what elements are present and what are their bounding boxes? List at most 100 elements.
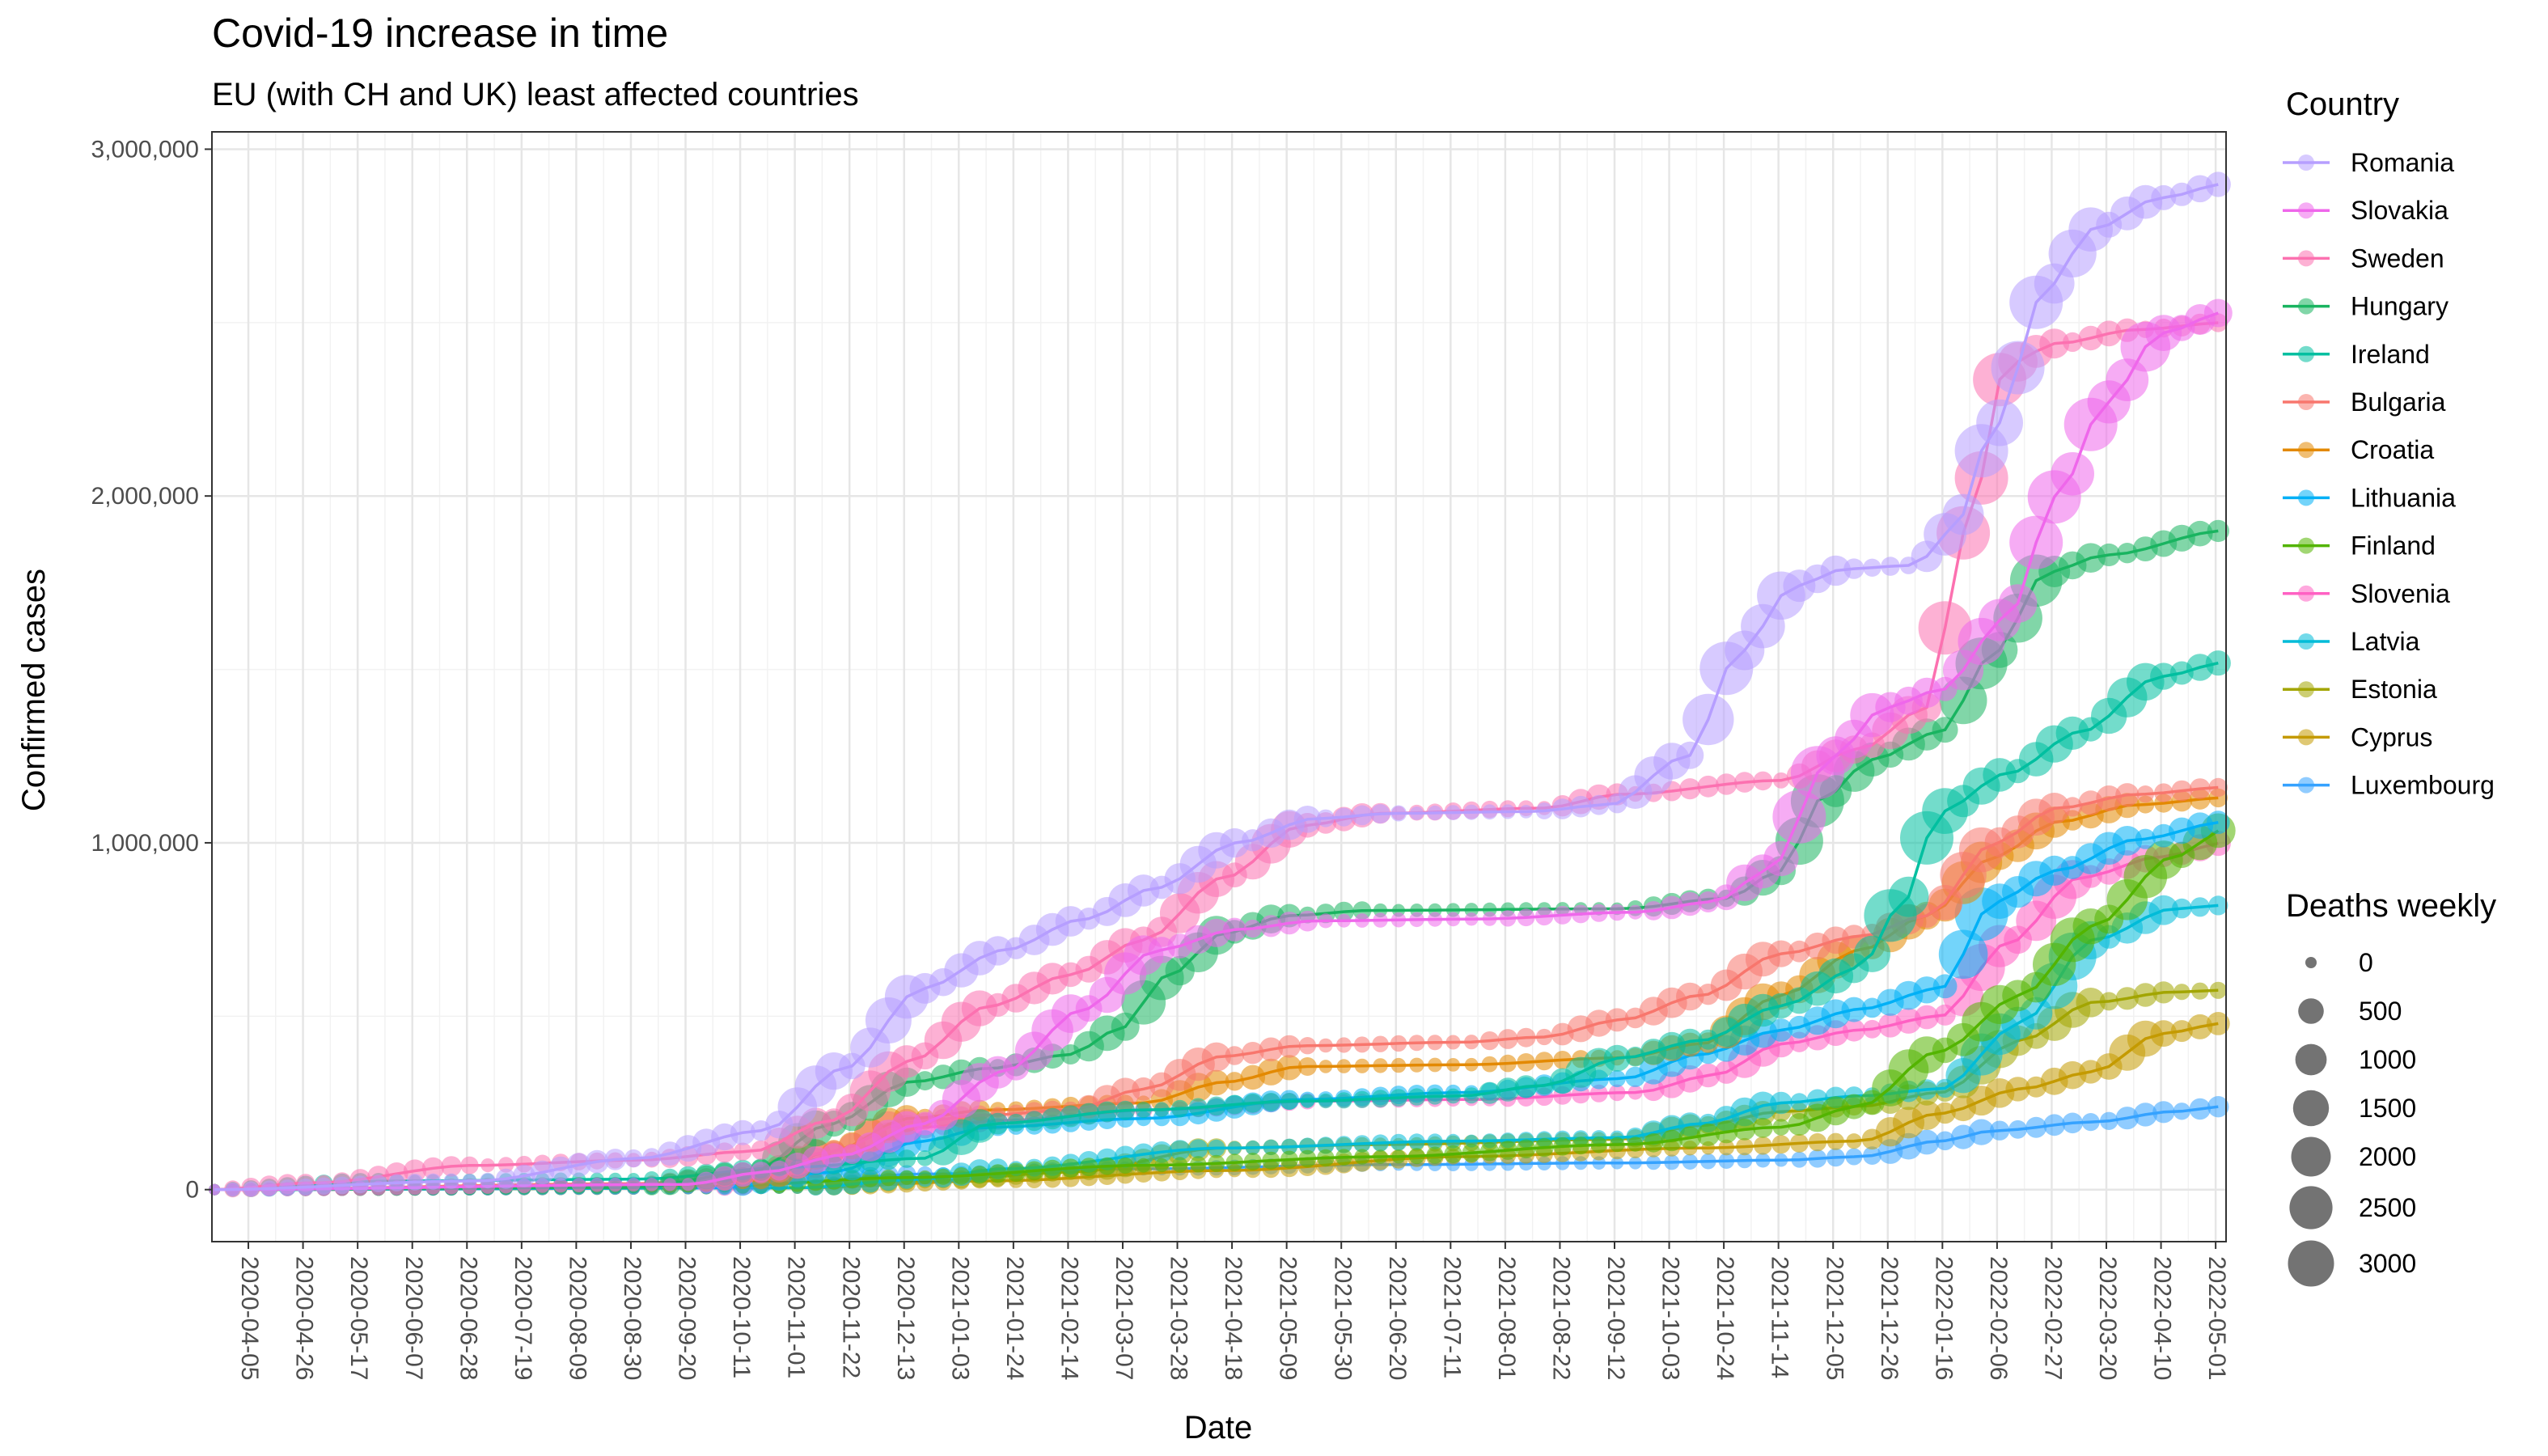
data-point (315, 1177, 333, 1196)
data-point (1628, 1156, 1642, 1170)
data-point (1605, 1008, 1629, 1032)
color-legend: Romania Slovakia Sweden Hungary Ireland Bulga… (2283, 148, 2495, 800)
data-point (1300, 1094, 1315, 1109)
data-point (1355, 913, 1369, 928)
data-point (1060, 1105, 1082, 1128)
data-point (1661, 1129, 1682, 1152)
legend-item-lithuania: Lithuania (2283, 483, 2456, 512)
data-point (1316, 809, 1335, 827)
x-tick-label: 2020-06-28 (455, 1256, 481, 1380)
data-point (1627, 1085, 1643, 1100)
size-legend-item: 3000 (2288, 1240, 2416, 1287)
data-point (425, 1173, 442, 1190)
data-point (370, 1175, 387, 1192)
data-point (1989, 1120, 2010, 1141)
data-point (897, 1149, 916, 1168)
data-point (1280, 1093, 1298, 1111)
data-point (1843, 1018, 1865, 1042)
data-point (2173, 1103, 2190, 1120)
data-point (1863, 558, 1881, 577)
data-point (1154, 1158, 1169, 1173)
data-point (1132, 1143, 1155, 1166)
legend-label: Hungary (2351, 292, 2449, 321)
legend-key-dot (2298, 633, 2314, 650)
y-tick-label: 3,000,000 (91, 136, 199, 163)
legend-label: Bulgaria (2351, 387, 2446, 417)
legend-item-finland: Finland (2283, 531, 2436, 561)
data-point (480, 1172, 496, 1189)
data-point (333, 1176, 351, 1195)
legend-key-dot (2298, 202, 2314, 219)
data-point (1770, 1091, 1792, 1115)
data-point (1409, 912, 1424, 928)
data-point (642, 1148, 662, 1167)
data-point (2063, 332, 2083, 352)
data-point (1571, 904, 1590, 924)
data-point (571, 1178, 586, 1192)
x-tick-label: 2021-10-03 (1657, 1256, 1684, 1380)
data-point (1696, 1063, 1721, 1088)
data-point (1277, 912, 1301, 935)
data-point (1820, 555, 1852, 586)
x-tick-label: 2021-12-26 (1876, 1256, 1903, 1380)
data-point (1117, 1157, 1134, 1174)
data-point (1208, 1154, 1225, 1172)
data-point (1335, 1149, 1352, 1166)
data-point (2099, 992, 2118, 1011)
data-point (1774, 1153, 1788, 1167)
data-point (1373, 1149, 1388, 1164)
data-point (1242, 1093, 1263, 1113)
data-point (1204, 1069, 1230, 1096)
data-point (987, 1112, 1009, 1135)
data-point (1463, 804, 1479, 820)
data-point (1464, 903, 1479, 917)
x-tick-label: 2021-06-20 (1384, 1256, 1411, 1380)
legend-key-dot (2298, 298, 2314, 315)
data-point (1516, 1027, 1536, 1048)
data-point (2151, 184, 2177, 210)
data-point (1317, 1149, 1335, 1167)
data-point (1700, 1153, 1716, 1170)
data-point (1572, 1136, 1590, 1155)
data-point (983, 936, 1013, 966)
data-point (1153, 1102, 1170, 1117)
data-point (1041, 1107, 1064, 1130)
data-point (480, 1158, 495, 1173)
legend-item-luxembourg: Luxembourg (2283, 771, 2495, 800)
size-legend-dot (2291, 1136, 2331, 1177)
data-point (1934, 1102, 1956, 1124)
legend-key-dot (2298, 729, 2314, 746)
data-point (1644, 901, 1664, 921)
series-romania (209, 171, 2231, 1197)
data-point (2173, 984, 2190, 1001)
data-point (1480, 1031, 1500, 1051)
data-point (2172, 898, 2192, 919)
data-point (1553, 905, 1572, 925)
data-point (1276, 1055, 1302, 1081)
data-point (1646, 1155, 1661, 1170)
size-legend-label: 1500 (2359, 1094, 2416, 1123)
legend-item-hungary: Hungary (2283, 292, 2449, 321)
legend: Country Romania Slovakia Sweden Hungary Irel… (2283, 87, 2496, 1287)
data-point (963, 1109, 997, 1143)
data-point (1627, 904, 1643, 920)
data-point (2150, 1020, 2178, 1048)
data-point (1335, 1037, 1352, 1053)
y-tick-label: 0 (185, 1177, 199, 1204)
data-point (2191, 982, 2209, 1000)
panel-border (211, 131, 2227, 1242)
data-point (2115, 783, 2140, 807)
x-tick-label: 2020-10-11 (728, 1256, 755, 1378)
data-point (1534, 1138, 1554, 1158)
legend-key-dot (2298, 154, 2314, 171)
legend-label: Latvia (2351, 627, 2420, 656)
legend-item-ireland: Ireland (2283, 340, 2430, 369)
data-point (1390, 805, 1407, 822)
data-point (1354, 1149, 1370, 1165)
x-tick-label: 2022-03-20 (2094, 1256, 2121, 1380)
data-point (1190, 1156, 1207, 1173)
data-point (1736, 1137, 1754, 1156)
data-point (1551, 798, 1573, 819)
data-point (1135, 1102, 1152, 1119)
size-legend-item: 2000 (2291, 1136, 2416, 1177)
